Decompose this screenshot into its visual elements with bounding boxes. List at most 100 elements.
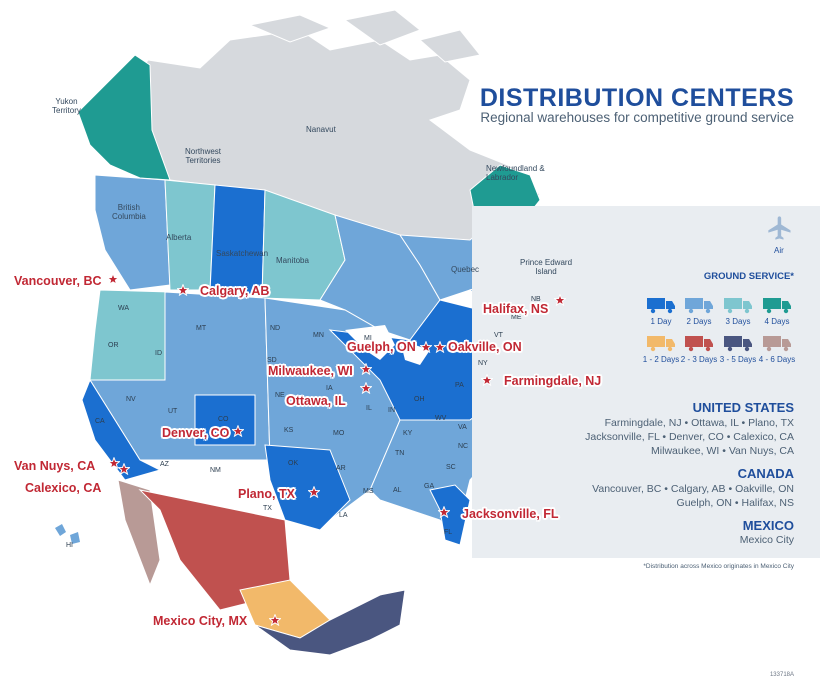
canada-line-2: Guelph, ON • Halifax, NS xyxy=(676,497,794,509)
state-abbr: ME xyxy=(511,314,522,321)
state-abbr: MO xyxy=(333,430,345,437)
star-icon xyxy=(108,457,120,469)
truck-icon xyxy=(685,336,713,352)
truck-label: 2 - 3 Days xyxy=(680,355,718,364)
state-abbr: AR xyxy=(336,465,346,472)
hawaii-region xyxy=(55,524,80,544)
page-title: DISTRIBUTION CENTERS xyxy=(479,84,794,112)
state-abbr: OK xyxy=(288,460,299,467)
label-quebec: Quebec xyxy=(451,265,480,274)
star-icon xyxy=(232,425,244,437)
canada-heading: CANADA xyxy=(737,466,794,481)
star-icon xyxy=(177,284,189,296)
label-manitoba: Manitoba xyxy=(276,256,309,265)
star-icon xyxy=(360,382,372,394)
state-abbr: OR xyxy=(108,342,119,349)
us-line-3: Milwaukee, WI • Van Nuys, CA xyxy=(651,445,794,457)
star-icon xyxy=(481,374,493,386)
city-label-ottawa: Ottawa, IL xyxy=(286,394,346,408)
truck-icon xyxy=(763,298,791,314)
state-abbr: CO xyxy=(218,416,229,423)
truck-icon xyxy=(647,298,675,314)
label-newfoundland: Newfoundland & Labrador xyxy=(486,164,545,182)
state-abbr: FL xyxy=(444,529,453,536)
city-label-calgary: Calgary, AB xyxy=(200,284,270,298)
star-icon xyxy=(269,614,281,626)
page-subtitle: Regional warehouses for competitive grou… xyxy=(480,110,794,125)
truck-label: 4 - 6 Days xyxy=(758,355,796,364)
state-abbr: PA xyxy=(455,382,464,389)
city-label-jacksonville: Jacksonville, FL xyxy=(462,507,559,521)
city-label-guelph: Guelph, ON xyxy=(347,340,416,354)
truck-icon xyxy=(724,336,752,352)
state-abbr: MN xyxy=(313,332,324,339)
star-icon xyxy=(438,506,450,518)
state-abbr: SC xyxy=(446,464,456,471)
ground-service-title: GROUND SERVICE* xyxy=(703,271,794,282)
star-icon xyxy=(118,463,130,475)
label-alberta: Alberta xyxy=(166,233,192,242)
state-abbr: NV xyxy=(126,396,136,403)
great-lakes xyxy=(345,325,430,365)
state-abbr: WI xyxy=(350,343,359,350)
city-label-plano: Plano, TX xyxy=(238,487,295,501)
star-icon xyxy=(434,341,446,353)
state-abbr: NE xyxy=(275,392,285,399)
canada-line-1: Vancouver, BC • Calgary, AB • Oakville, … xyxy=(592,483,794,495)
truck-icon xyxy=(685,298,713,314)
city-label-halifax: Halifax, NS xyxy=(483,302,549,316)
legend-panel xyxy=(472,206,820,558)
state-abbr: AL xyxy=(393,487,402,494)
north-mexico-region xyxy=(138,489,291,611)
state-abbr: VA xyxy=(458,424,467,431)
state-abbr: NC xyxy=(458,443,469,450)
state-abbr: NY xyxy=(478,360,488,367)
state-abbr: NB xyxy=(531,296,541,303)
airplane-icon xyxy=(768,216,791,240)
footnote: *Distribution across Mexico originates i… xyxy=(643,563,794,570)
document-code: 133718A xyxy=(769,672,794,678)
city-label-calexico: Calexico, CA xyxy=(25,481,102,495)
truck-label: 4 Days xyxy=(764,317,790,326)
label-saskatchewan: Saskatchewan xyxy=(216,249,269,258)
state-abbr: HI xyxy=(66,542,73,549)
truck-label: 1 - 2 Days xyxy=(642,355,680,364)
state-abbr: TX xyxy=(263,505,272,512)
truck-icon xyxy=(763,336,791,352)
state-abbr: KY xyxy=(403,430,413,437)
mexico-heading: MEXICO xyxy=(742,518,794,533)
truck-icon xyxy=(724,298,752,314)
state-abbr: AZ xyxy=(160,461,169,468)
state-abbr: NM xyxy=(210,467,221,474)
label-pei: Prince Edward Island xyxy=(520,258,573,276)
state-abbr: WA xyxy=(118,305,130,312)
city-label-farmingdale: Farmingdale, NJ xyxy=(504,374,602,388)
state-abbr: VT xyxy=(494,332,503,339)
city-label-denver: Denver, CO xyxy=(162,426,230,440)
truck-label: 1 Day xyxy=(650,317,672,326)
florida-region xyxy=(429,484,471,546)
state-abbr: MT xyxy=(196,325,207,332)
city-label-oakville: Oakville, ON xyxy=(448,340,522,354)
city-label-vancouver: Vancouver, BC xyxy=(14,274,102,288)
california-region xyxy=(81,378,162,481)
state-abbr: IN xyxy=(388,407,395,414)
label-bc: British Columbia xyxy=(112,203,146,221)
us-heading: UNITED STATES xyxy=(692,400,794,415)
state-abbr: ID xyxy=(155,350,162,357)
saskatchewan-region xyxy=(209,184,266,296)
star-icon xyxy=(554,294,566,306)
state-abbr: GA xyxy=(424,483,435,490)
truck-icon xyxy=(647,336,675,352)
state-abbr: MS xyxy=(363,488,374,495)
star-icon xyxy=(360,363,372,375)
truck-label: 2 Days xyxy=(686,317,712,326)
arctic-islands xyxy=(248,9,481,63)
city-label-mexico-city: Mexico City, MX xyxy=(153,614,248,628)
city-label-milwaukee: Milwaukee, WI xyxy=(268,364,353,378)
state-abbr: WV xyxy=(435,415,447,422)
state-abbr: UT xyxy=(168,408,178,415)
south-mexico-region xyxy=(254,589,406,656)
city-label-van-nuys: Van Nuys, CA xyxy=(14,459,96,473)
